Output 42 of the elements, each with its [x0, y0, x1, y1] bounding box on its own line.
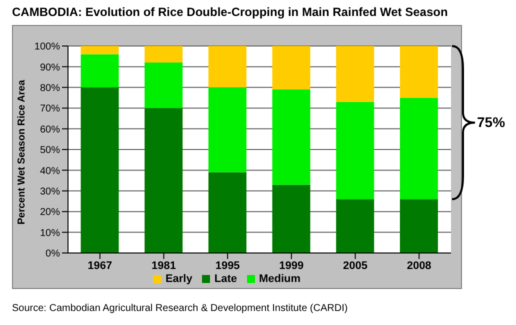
bar: [272, 89, 310, 185]
bar: [400, 46, 438, 98]
chart-title: CAMBODIA: Evolution of Rice Double-Cropping in Main Rainfed Wet Season: [12, 5, 448, 19]
bar: [400, 199, 438, 253]
source-note: Source: Cambodian Agricultural Research & Development Institute (CARDI): [12, 303, 348, 314]
bar: [336, 199, 374, 253]
y-tick-label: 40%: [40, 166, 60, 177]
bar: [208, 46, 246, 88]
bar: [208, 172, 246, 253]
y-tick-label: 0%: [46, 248, 60, 260]
bar: [336, 102, 374, 200]
bar: [208, 87, 246, 172]
y-tick-label: 60%: [40, 124, 60, 136]
y-tick-label: 30%: [40, 186, 60, 198]
y-tick-label: 10%: [40, 228, 60, 239]
legend-label: Medium: [258, 273, 301, 285]
bar: [336, 46, 374, 102]
bar: [144, 46, 183, 63]
bar: [400, 98, 438, 200]
y-axis-title: Percent Wet Season Rice Area: [16, 80, 28, 224]
x-tick-label: 1981: [152, 260, 176, 272]
legend-label: Late: [214, 273, 237, 285]
x-tick-label: 2008: [406, 260, 432, 272]
x-tick-label: 2005: [343, 260, 368, 272]
y-tick-label: 20%: [40, 207, 60, 218]
text: 75%: [477, 114, 506, 130]
bar: [272, 46, 310, 90]
bar: [80, 87, 119, 253]
bar: [144, 62, 183, 108]
y-tick-label: 80%: [40, 82, 60, 94]
y-tick-label: 90%: [40, 62, 60, 74]
y-tick-label: 50%: [40, 145, 60, 156]
bar: [272, 184, 310, 253]
bar: [80, 46, 119, 54]
legend-label: Early: [165, 273, 192, 285]
y-tick-label: 100%: [34, 42, 60, 53]
x-tick-label: 1995: [215, 260, 240, 272]
bar: [144, 108, 183, 253]
bar: [80, 54, 119, 88]
x-tick-label: 1967: [88, 260, 112, 272]
x-tick-label: 1999: [279, 260, 304, 272]
y-tick-label: 70%: [40, 104, 60, 115]
